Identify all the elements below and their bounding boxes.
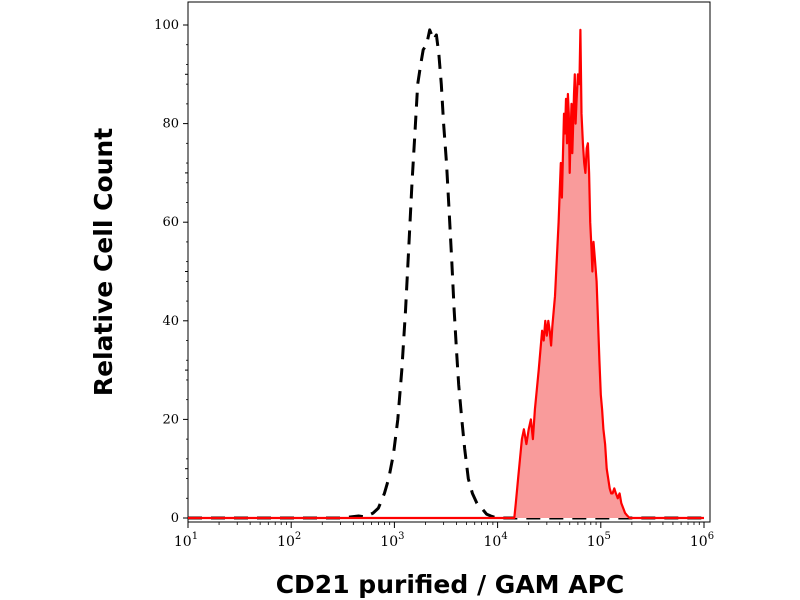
y-tick-label-4: 80 xyxy=(162,117,179,132)
y-tick-label-3: 60 xyxy=(162,215,179,230)
x-tick-exponent: 2 xyxy=(295,531,301,542)
x-tick-label-2: 103 xyxy=(380,531,404,550)
plot-area xyxy=(187,1,711,523)
y-tick-label-2: 40 xyxy=(162,314,179,329)
y-tick-label-0: 0 xyxy=(171,511,179,526)
series-1-area xyxy=(188,29,704,519)
y-axis: 0 20 40 60 80 100 xyxy=(154,18,188,526)
x-tick-exponent: 1 xyxy=(192,531,198,542)
x-axis-title: CD21 purified / GAM APC xyxy=(276,570,625,599)
x-tick-label-3: 104 xyxy=(483,531,507,550)
series-1-line xyxy=(188,28,704,520)
x-tick-label-4: 105 xyxy=(587,531,611,550)
x-axis: 101 102 103 104 105 106 xyxy=(174,522,714,550)
x-tick-label-5: 106 xyxy=(690,531,714,550)
x-tick-exponent: 6 xyxy=(708,531,714,542)
y-tick-label-1: 20 xyxy=(162,412,179,427)
x-tick-exponent: 3 xyxy=(398,531,404,542)
x-tick-exponent: 5 xyxy=(605,531,611,542)
y-tick-label-5: 100 xyxy=(154,18,179,33)
x-tick-label-1: 102 xyxy=(277,531,301,550)
y-axis-title: Relative Cell Count xyxy=(89,128,118,396)
x-tick-exponent: 4 xyxy=(501,531,507,542)
plot-frame xyxy=(187,1,711,523)
series-0-line xyxy=(188,28,704,520)
x-tick-label-0: 101 xyxy=(174,531,198,550)
